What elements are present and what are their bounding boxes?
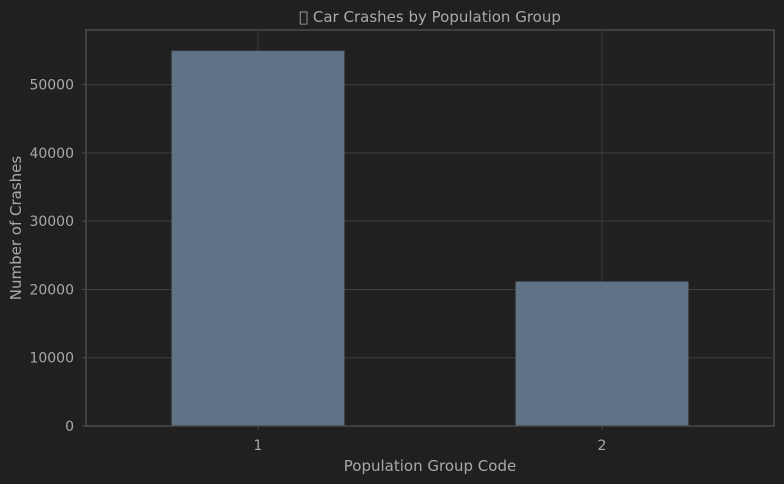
y-axis: 0 10000 20000 30000 40000 50000 <box>29 78 86 435</box>
y-tick-label: 30000 <box>29 214 74 230</box>
plot-frame <box>85 29 775 427</box>
y-tick-label: 40000 <box>29 146 74 162</box>
y-axis-label: Number of Crashes <box>7 156 25 301</box>
y-tick-label: 20000 <box>29 282 74 298</box>
x-axis-label: Population Group Code <box>344 457 516 475</box>
y-tick-label: 0 <box>65 419 74 435</box>
y-tick-label: 50000 <box>29 78 74 94</box>
x-tick-label: 2 <box>598 438 607 454</box>
x-tick-label: 1 <box>254 438 263 454</box>
bar-2 <box>515 281 689 427</box>
bar-layer <box>171 50 689 427</box>
chart-title:  Car Crashes by Population Group <box>299 8 561 26</box>
bar-1 <box>171 50 345 427</box>
y-tick-label: 10000 <box>29 351 74 367</box>
